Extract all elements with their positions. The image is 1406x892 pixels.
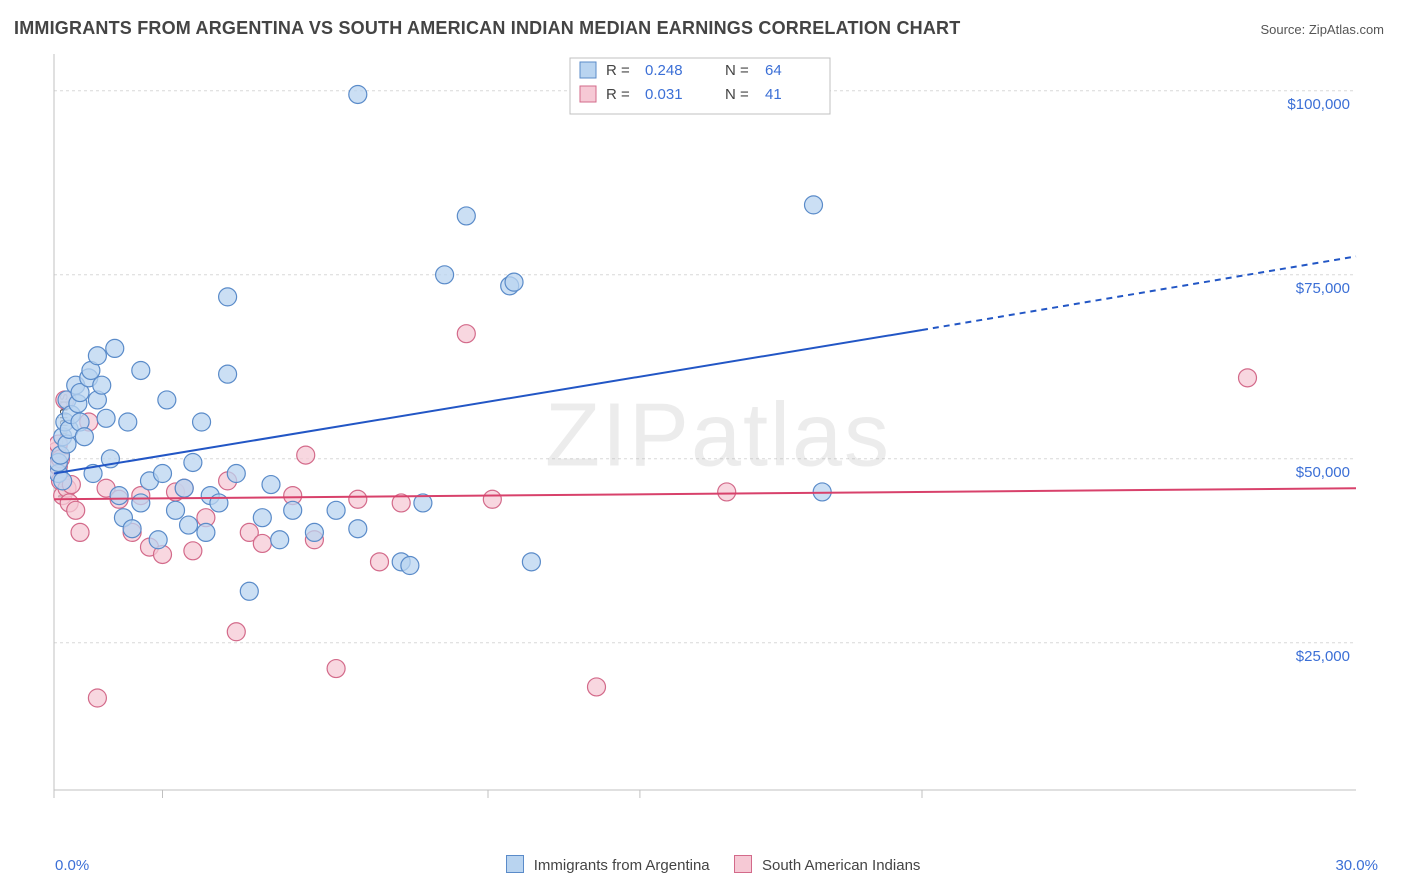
svg-text:R =: R = (606, 86, 630, 103)
chart-plot-area: ZIPatlas $25,000$50,000$75,000$100,000R … (50, 50, 1386, 832)
svg-text:64: 64 (765, 62, 782, 79)
legend-label-1: South American Indians (762, 857, 920, 874)
bottom-legend: Immigrants from Argentina South American… (0, 855, 1406, 874)
svg-text:R =: R = (606, 62, 630, 79)
legend-label-0: Immigrants from Argentina (534, 857, 710, 874)
svg-text:N =: N = (725, 62, 749, 79)
legend-swatch-0 (506, 855, 524, 873)
svg-text:41: 41 (765, 86, 782, 103)
svg-text:0.031: 0.031 (645, 86, 683, 103)
svg-text:$50,000: $50,000 (1296, 464, 1350, 481)
svg-text:0.248: 0.248 (645, 62, 683, 79)
svg-text:$25,000: $25,000 (1296, 648, 1350, 665)
chart-title: IMMIGRANTS FROM ARGENTINA VS SOUTH AMERI… (14, 18, 960, 39)
svg-text:N =: N = (725, 86, 749, 103)
svg-text:$75,000: $75,000 (1296, 280, 1350, 297)
source-label: Source: ZipAtlas.com (1260, 22, 1384, 37)
svg-text:$100,000: $100,000 (1287, 96, 1350, 113)
legend-swatch-1 (734, 855, 752, 873)
scatter-chart-svg: $25,000 $50,000 $75,000 $100,000 R = 0.248 N =… (50, 50, 1360, 820)
